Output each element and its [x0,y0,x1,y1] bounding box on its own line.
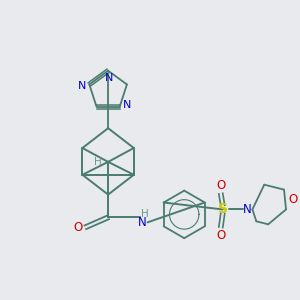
Text: O: O [288,193,298,206]
Text: N: N [122,100,131,110]
Text: N: N [105,73,113,83]
Text: H: H [141,209,148,219]
Text: N: N [78,81,87,92]
Text: N: N [138,216,147,229]
Text: O: O [216,229,225,242]
Text: O: O [216,179,225,192]
Text: S: S [218,202,228,216]
Text: N: N [243,203,252,216]
Text: H: H [94,157,102,167]
Text: O: O [74,221,83,234]
